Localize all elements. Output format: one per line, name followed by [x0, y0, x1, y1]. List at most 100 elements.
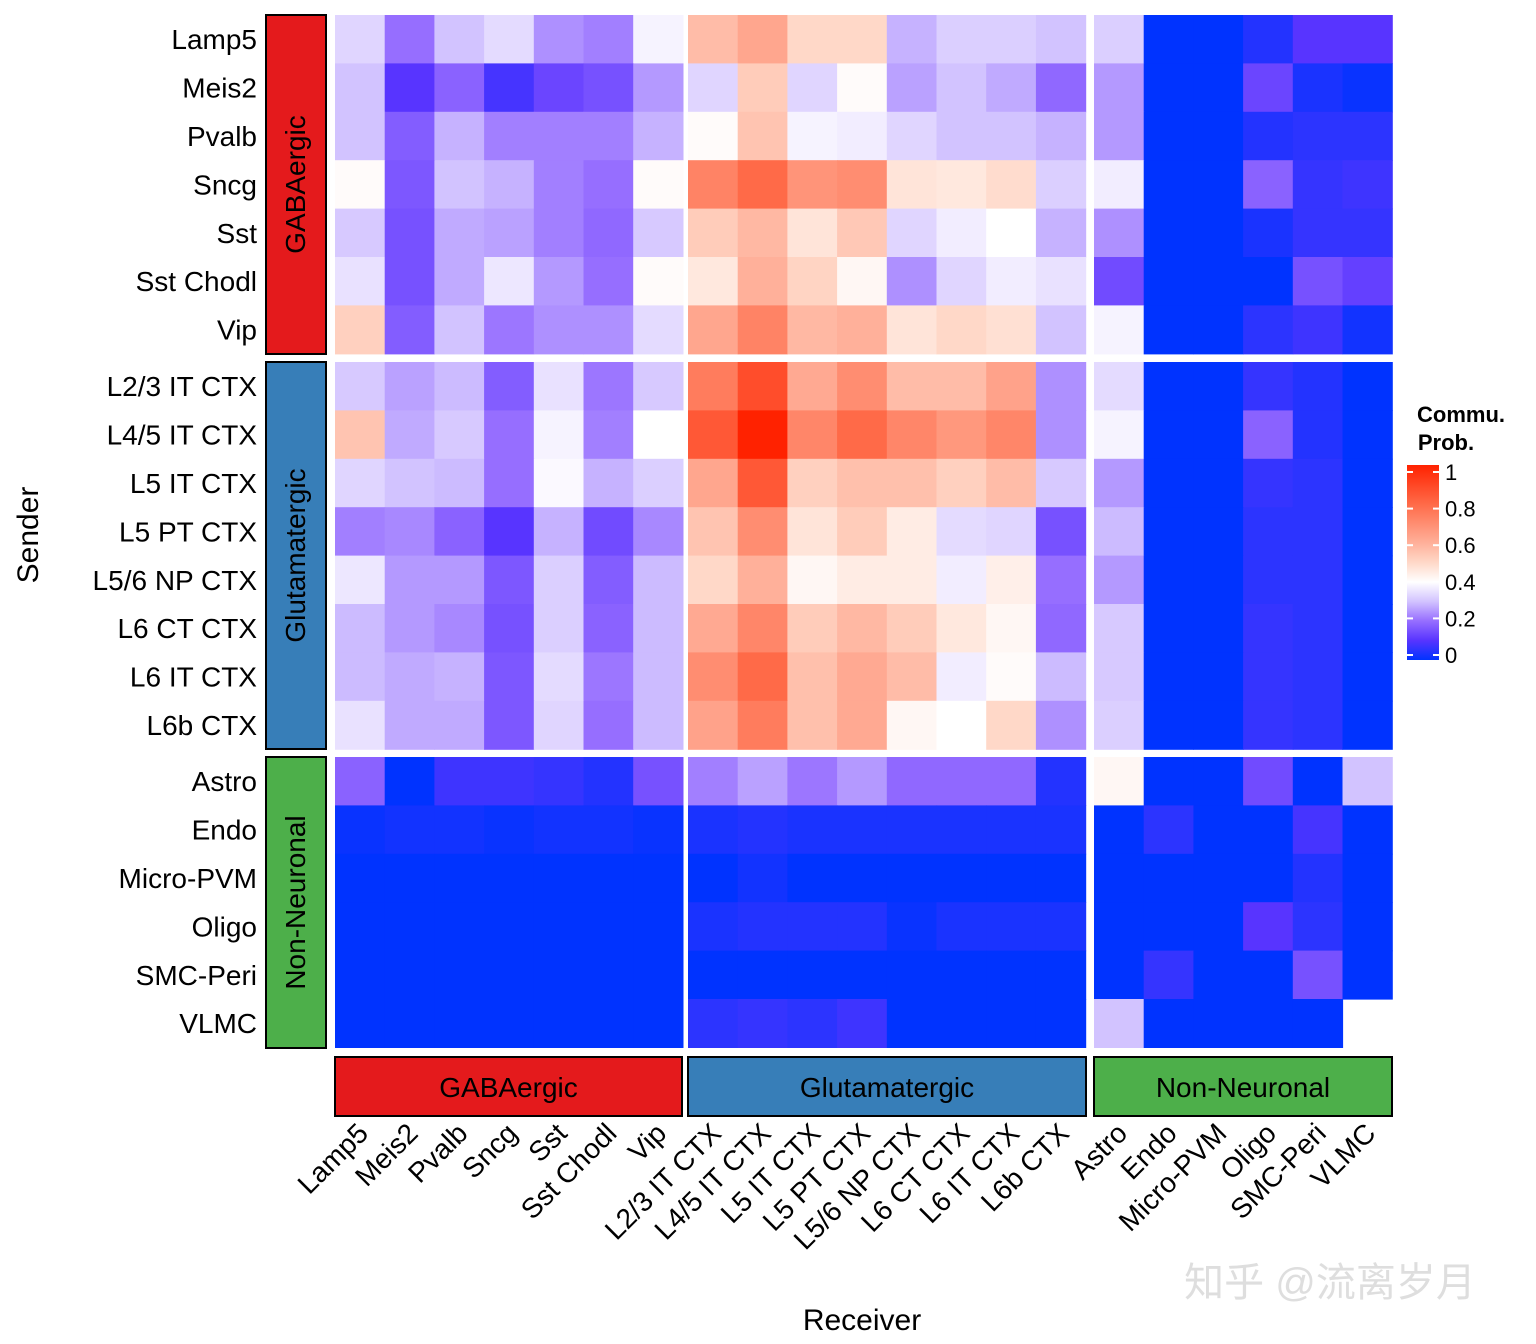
column-group-label: Non-Neuronal: [1156, 1072, 1330, 1103]
heatmap-cell: [583, 15, 634, 64]
heatmap-cell: [837, 208, 888, 258]
heatmap-cell: [1143, 410, 1194, 460]
row-labels: Lamp5 Meis2 Pvalb Sncg Sst Sst Chodl Vip L2/3 I…: [93, 24, 258, 1039]
heatmap-cell: [1094, 15, 1145, 64]
heatmap-cell: [1035, 902, 1087, 952]
heatmap-cell: [434, 604, 485, 653]
heatmap-cell: [484, 15, 535, 64]
column-label: Sncg: [456, 1117, 523, 1184]
heatmap-cell: [583, 507, 634, 557]
heatmap-cell: [1193, 853, 1244, 903]
heatmap-cell: [737, 111, 788, 161]
heatmap-cell: [886, 507, 938, 557]
heatmap-cell: [1243, 410, 1294, 460]
heatmap-cell: [1094, 362, 1145, 411]
heatmap-cell: [1243, 305, 1294, 355]
heatmap-cell: [1292, 410, 1344, 460]
heatmap-cell: [633, 362, 684, 411]
heatmap-cell: [633, 853, 684, 903]
heatmap-cell: [886, 15, 938, 64]
heatmap-cell: [583, 902, 634, 952]
heatmap-cell: [1292, 853, 1344, 903]
heatmap-cell: [737, 853, 788, 903]
legend-tick-label: 0.4: [1445, 570, 1476, 595]
heatmap-cell: [1035, 160, 1087, 210]
heatmap-cell: [434, 410, 485, 460]
heatmap-cell: [886, 604, 938, 653]
heatmap-cell: [633, 507, 684, 557]
heatmap-cell: [633, 458, 684, 508]
heatmap-cell: [434, 853, 485, 903]
heatmap-cell: [1243, 458, 1294, 508]
group-strips: GABAergic GABAergic Glutamatergic Glutamate…: [265, 14, 1393, 1117]
heatmap-cell: [335, 63, 386, 113]
legend-tick-label: 0.6: [1445, 533, 1476, 558]
heatmap-cell: [1035, 853, 1087, 903]
heatmap-cell: [583, 257, 634, 306]
heatmap-cell: [1292, 757, 1344, 806]
heatmap-cell: [787, 700, 838, 750]
heatmap-cell: [986, 853, 1037, 903]
heatmap-cell: [384, 257, 435, 306]
heatmap-cell: [787, 805, 838, 855]
heatmap-cell: [533, 15, 585, 64]
heatmap-cell: [1193, 15, 1244, 64]
heatmap-cell: [1094, 160, 1145, 210]
heatmap-cell: [633, 410, 684, 460]
heatmap-cell: [837, 700, 888, 750]
heatmap-cell: [1243, 604, 1294, 653]
heatmap-cell: [837, 362, 888, 411]
heatmap-cell: [384, 208, 435, 258]
heatmap-cell: [1342, 458, 1393, 508]
heatmap-cell: [434, 257, 485, 306]
heatmap-cell: [986, 160, 1037, 210]
heatmap-cell: [737, 257, 788, 306]
heatmap-cell: [583, 999, 634, 1048]
column-group-strip: [1093, 1056, 1393, 1117]
heatmap-cell: [837, 652, 888, 702]
heatmap-cell: [533, 700, 585, 750]
heatmap-cell: [583, 208, 634, 258]
heatmap-cell: [936, 700, 987, 750]
row-label: L4/5 IT CTX: [107, 420, 258, 451]
heatmap-cell: [384, 15, 435, 64]
heatmap-cell: [633, 805, 684, 855]
heatmap-cell: [1094, 458, 1145, 508]
heatmap-cell: [886, 999, 938, 1048]
heatmap-cell: [1143, 458, 1194, 508]
heatmap-cell: [1243, 15, 1294, 64]
heatmap-cell: [886, 111, 938, 161]
heatmap-cell: [1342, 902, 1393, 952]
heatmap-cell: [1035, 362, 1087, 411]
heatmap-cell: [1342, 410, 1393, 460]
heatmap-cell: [633, 160, 684, 210]
heatmap-cell: [787, 458, 838, 508]
heatmap-cell: [583, 805, 634, 855]
heatmap-cell: [1243, 700, 1294, 750]
heatmap-cell: [1094, 902, 1145, 952]
heatmap-cell: [837, 902, 888, 952]
heatmap-cell: [1342, 805, 1393, 855]
heatmap-cell: [434, 305, 485, 355]
heatmap-cell: [737, 805, 788, 855]
heatmap-cell: [583, 700, 634, 750]
heatmap-cell: [1193, 902, 1244, 952]
heatmap-cell: [533, 652, 585, 702]
row-group-strip: [265, 756, 327, 1049]
heatmap-cell: [633, 902, 684, 952]
heatmap-cell: [583, 853, 634, 903]
heatmap-cell: [787, 15, 838, 64]
heatmap-cell: [886, 652, 938, 702]
row-label: Vip: [217, 315, 257, 346]
heatmap-cell: [484, 63, 535, 113]
heatmap-cell: [737, 652, 788, 702]
heatmap-cell: [1035, 257, 1087, 306]
heatmap-cell: [986, 507, 1037, 557]
heatmap-cell: [986, 999, 1037, 1048]
heatmap-cell: [335, 305, 386, 355]
heatmap-cell: [1243, 160, 1294, 210]
heatmap-cell: [1193, 160, 1244, 210]
heatmap-cell: [837, 257, 888, 306]
heatmap-cell: [384, 63, 435, 113]
row-label: L6 IT CTX: [130, 662, 257, 693]
